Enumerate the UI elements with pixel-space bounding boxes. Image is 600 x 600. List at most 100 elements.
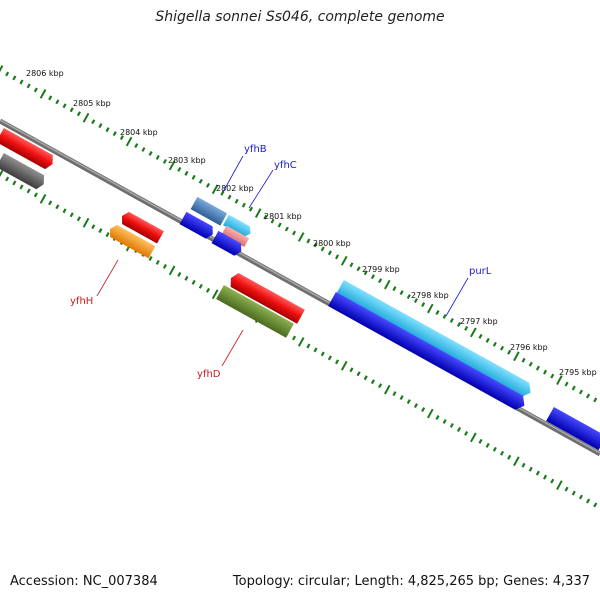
tick-label-2798: 2798 kbp [411, 291, 449, 300]
outer-tick [19, 79, 24, 85]
inner-tick [82, 217, 90, 228]
outer-tick [134, 143, 139, 149]
feature-blue-right [546, 407, 600, 451]
inner-tick [356, 371, 361, 377]
inner-tick [406, 399, 411, 405]
inner-tick [535, 470, 540, 476]
feature-red-left-top [0, 128, 53, 170]
genome-summary-text: Topology: circular; Length: 4,825,265 bp… [232, 574, 590, 589]
inner-tick [442, 419, 447, 424]
outer-tick [556, 375, 563, 385]
inner-tick [306, 343, 311, 349]
tick-labels: 2806 kbp 2805 kbp 2804 kbp 2803 kbp 2802… [26, 69, 597, 377]
inner-tick [427, 408, 434, 419]
outer-tick [141, 147, 146, 152]
outer-tick [593, 397, 598, 403]
inner-tick [550, 478, 555, 484]
inner-tick [320, 351, 325, 357]
inner-tick [0, 170, 4, 178]
tick-label-2796: 2796 kbp [510, 343, 548, 352]
outer-tick [69, 107, 74, 113]
gene-labels: yfhB yfhC purL yfhH yfhD [70, 144, 492, 380]
outer-tick [492, 341, 497, 347]
outer-tick [586, 393, 591, 399]
outer-tick [168, 160, 176, 171]
inner-tick [327, 355, 332, 361]
outer-tick [500, 345, 505, 351]
feature-steel-yfhB [190, 196, 228, 226]
inner-tick [500, 450, 505, 456]
outer-tick [543, 369, 548, 375]
outer-tick [406, 294, 411, 300]
outer-tick [306, 238, 311, 244]
feature-blue-long [328, 292, 525, 410]
outer-tick [327, 250, 332, 256]
outer-tick [292, 230, 297, 236]
outer-tick [442, 314, 447, 319]
outer-tick [98, 123, 103, 129]
outer-tick [427, 303, 434, 314]
outer-tick [177, 166, 182, 172]
feature-orange-yfhH [110, 224, 156, 259]
feature-red-small [122, 211, 164, 244]
tick-label-2803: 2803 kbp [168, 156, 206, 165]
outer-tick [456, 321, 462, 327]
outer-tick [263, 214, 268, 220]
outer-tick [48, 95, 53, 101]
tick-label-2801: 2801 kbp [264, 212, 302, 221]
outer-tick [392, 286, 397, 292]
outer-tick [435, 310, 440, 315]
outer-tick [55, 99, 60, 105]
feature-tracks [0, 128, 600, 451]
inner-tick-ring [0, 170, 598, 508]
inner-tick [378, 383, 383, 389]
outer-tick [464, 325, 469, 331]
map-title: Shigella sonnei Ss046, complete genome [155, 9, 445, 25]
inner-tick [39, 194, 47, 204]
outer-tick [297, 232, 305, 242]
inner-tick [464, 430, 469, 436]
tick-label-2800: 2800 kbp [313, 239, 351, 248]
outer-tick [241, 202, 246, 208]
tick-label-2802: 2802 kbp [216, 184, 254, 193]
outer-tick [507, 349, 512, 355]
outer-tick [564, 381, 569, 387]
tick-label-2797: 2797 kbp [460, 317, 498, 326]
outer-tick [191, 174, 196, 180]
outer-tick [277, 222, 282, 228]
tick-label-2799: 2799 kbp [362, 265, 400, 274]
inner-tick [205, 287, 211, 293]
feature-gray-left [0, 153, 45, 190]
inner-tick [184, 275, 189, 281]
accession-text: Accession: NC_007384 [10, 574, 158, 589]
outer-tick [125, 136, 133, 147]
inner-tick [98, 228, 103, 234]
feature-blue-left-a [179, 211, 213, 239]
outer-tick [550, 373, 555, 379]
outer-tick [162, 158, 167, 164]
outer-tick [227, 194, 232, 200]
inner-tick [48, 200, 53, 206]
inner-tick [148, 256, 153, 261]
outer-tick [535, 365, 540, 371]
outer-tick [384, 279, 391, 290]
outer-tick [571, 385, 576, 391]
outer-tick [349, 262, 354, 268]
feature-blue-left-b [211, 230, 242, 256]
outer-tick [521, 357, 526, 363]
inner-tick [421, 407, 426, 413]
outer-tick [513, 351, 520, 362]
inner-tick [340, 360, 348, 371]
inner-tick [349, 367, 354, 373]
outer-tick [76, 111, 81, 117]
outer-tick [105, 127, 110, 133]
feature-cyan-purL [336, 280, 531, 397]
outer-tick [284, 226, 289, 232]
inner-tick [297, 337, 305, 347]
inner-tick [76, 216, 81, 222]
gene-label-yfhH: yfhH [70, 296, 93, 307]
gene-label-purL: purL [469, 266, 492, 277]
outer-tick [254, 208, 262, 218]
inner-tick [485, 442, 490, 448]
inner-tick [492, 446, 497, 452]
